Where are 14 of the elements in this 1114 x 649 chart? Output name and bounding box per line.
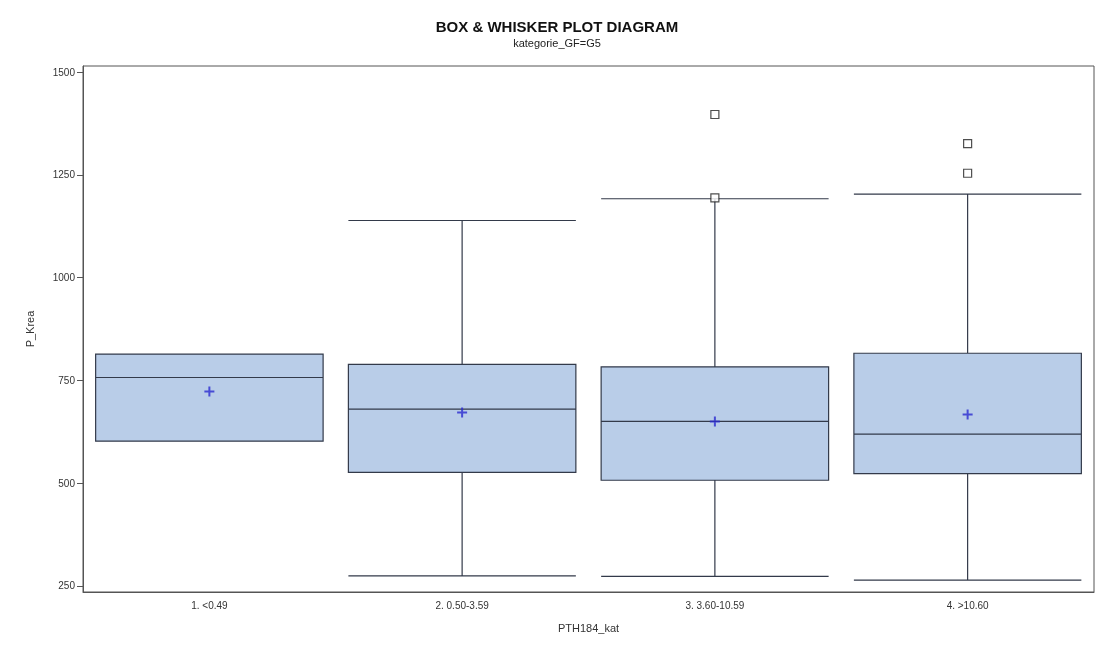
x-tick-label: 2. 0.50-3.59	[435, 599, 490, 611]
y-tick-label: 1000	[52, 272, 76, 284]
y-tick-label: 1500	[52, 66, 76, 78]
y-tick-label: 250	[58, 580, 76, 592]
x-tick-label: 3. 3.60-10.59	[685, 599, 745, 611]
y-axis-title: P_Krea	[23, 309, 36, 348]
y-tick-label: 750	[58, 374, 76, 386]
x-tick-label: 1. <0.49	[191, 599, 229, 611]
chart-subtitle: kategorie_GF=G5	[513, 36, 601, 49]
x-tick-label: 4. >10.60	[946, 599, 990, 611]
y-tick-label: 500	[58, 477, 76, 489]
x-axis-title: PTH184_kat	[557, 621, 620, 634]
y-tick-label: 1250	[52, 169, 76, 181]
chart-title: BOX & WHISKER PLOT DIAGRAM	[435, 18, 679, 35]
